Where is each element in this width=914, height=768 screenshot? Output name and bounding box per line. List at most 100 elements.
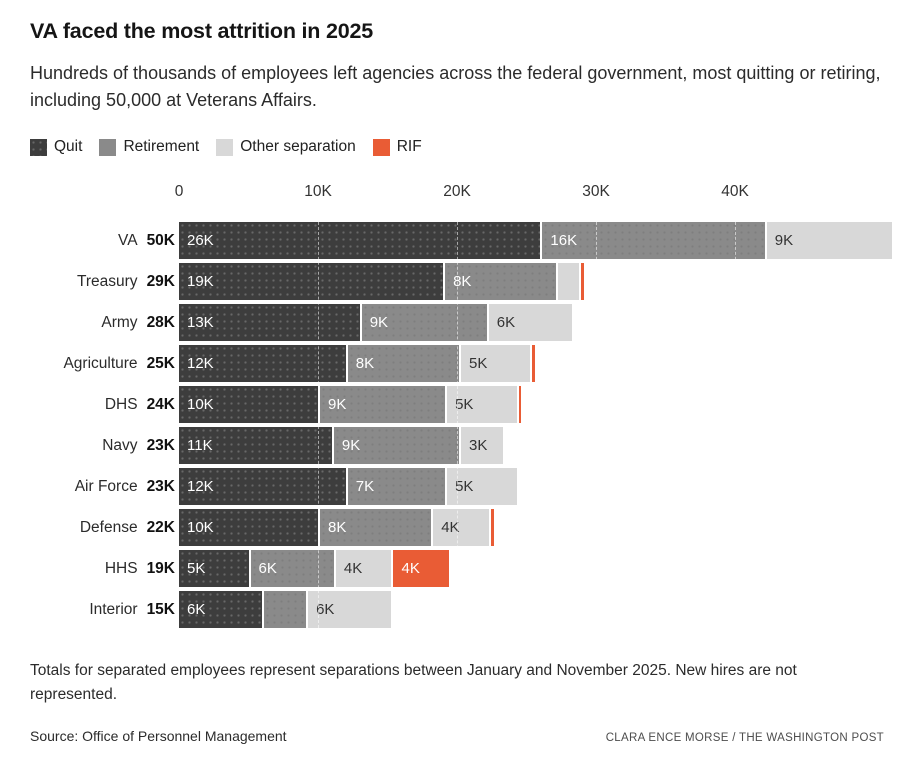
segment-value-label: 5K xyxy=(187,560,206,577)
bar-segment-quit: 12K xyxy=(179,468,346,505)
bar-row-interior: Interior 15K 6K 6K xyxy=(30,591,884,628)
segment-value-label: 4K xyxy=(441,519,460,536)
agency-name: Treasury xyxy=(76,272,138,290)
segment-value-label: 7K xyxy=(355,478,375,495)
bar-row-air-force: Air Force 23K 12K 7K 5K xyxy=(30,468,884,505)
bar-segment-retirement: 9K xyxy=(361,304,487,341)
agency-total: 15K xyxy=(146,600,175,618)
bar-segment-quit: 6K xyxy=(179,591,263,628)
agency-name: Navy xyxy=(102,436,138,454)
bar-segment-other-separation: 5K xyxy=(447,468,517,505)
bar-segment-other-separation xyxy=(558,263,580,300)
bar-segment-retirement: 9K xyxy=(333,427,459,464)
row-label: Treasury 29K xyxy=(30,263,179,300)
bar-segment-retirement: 9K xyxy=(320,386,446,423)
segment-value-label: 10K xyxy=(187,519,214,536)
bar-segment-retirement: 8K xyxy=(347,345,459,382)
agency-name: Interior xyxy=(89,600,138,618)
segment-value-label: 4K xyxy=(343,560,363,577)
footer-row: Source: Office of Personnel Management C… xyxy=(30,728,884,744)
stacked-bar: 10K 9K 5K xyxy=(179,386,884,423)
bar-row-navy: Navy 23K 11K 9K 3K xyxy=(30,427,884,464)
stacked-bar: 12K 8K 5K xyxy=(179,345,884,382)
bar-row-dhs: DHS 24K 10K 9K 5K xyxy=(30,386,884,423)
agency-total: 29K xyxy=(146,272,175,290)
bar-segment-rif xyxy=(490,509,494,546)
stacked-bar: 19K 8K xyxy=(179,263,884,300)
segment-value-label: 5K xyxy=(455,396,474,413)
stacked-bar: 11K 9K 3K xyxy=(179,427,884,464)
segment-value-label: 6K xyxy=(258,560,277,577)
stacked-bar: 12K 7K 5K xyxy=(179,468,884,505)
segment-value-label: 16K xyxy=(550,232,578,249)
segment-value-label: 13K xyxy=(187,314,214,331)
agency-total: 19K xyxy=(146,559,175,577)
legend-label: RIF xyxy=(396,138,422,155)
agency-total: 50K xyxy=(146,231,175,249)
bar-segment-retirement: 8K xyxy=(320,509,432,546)
bar-segment-other-separation: 4K xyxy=(335,550,392,587)
bar-segment-other-separation: 6K xyxy=(308,591,392,628)
row-label: VA 50K xyxy=(30,222,179,259)
segment-value-label: 9K xyxy=(341,437,361,454)
agency-name: Agriculture xyxy=(63,354,138,372)
segment-value-label: 10K xyxy=(187,396,214,413)
byline-credit: CLARA ENCE MORSE / THE WASHINGTON POST xyxy=(605,732,884,744)
axis-tick-label: 40K xyxy=(721,183,749,200)
row-label: Army 28K xyxy=(30,304,179,341)
agency-total: 24K xyxy=(146,395,175,413)
bar-segment-quit: 26K xyxy=(179,222,541,259)
bar-segment-retirement: 6K xyxy=(250,550,334,587)
segment-value-label: 19K xyxy=(187,273,214,290)
agency-total: 28K xyxy=(146,313,175,331)
bar-segment-quit: 13K xyxy=(179,304,360,341)
bar-row-agriculture: Agriculture 25K 12K 8K 5K xyxy=(30,345,884,382)
legend-swatch-retirement xyxy=(99,138,117,156)
bar-segment-other-separation: 6K xyxy=(488,304,573,341)
segment-value-label: 6K xyxy=(187,601,206,618)
segment-value-label: 8K xyxy=(355,355,375,372)
segment-value-label: 11K xyxy=(187,437,213,454)
bar-segment-other-separation: 9K xyxy=(766,222,892,259)
bar-segment-quit: 12K xyxy=(179,345,346,382)
row-label: Defense 22K xyxy=(30,509,179,546)
bar-segment-other-separation: 5K xyxy=(447,386,517,423)
bar-row-defense: Defense 22K 10K 8K 4K xyxy=(30,509,884,546)
legend-item-rif: RIF xyxy=(372,138,422,156)
bar-segment-quit: 19K xyxy=(179,263,444,300)
agency-name: DHS xyxy=(104,395,138,413)
segment-value-label: 5K xyxy=(468,355,488,372)
legend-item-quit: Quit xyxy=(30,138,82,156)
stacked-bar: 5K 6K 4K 4K xyxy=(179,550,884,587)
legend-swatch-other-separation xyxy=(216,138,234,156)
agency-total: 22K xyxy=(146,518,175,536)
x-axis: 0 10K 20K 30K 40K xyxy=(30,183,884,201)
bar-segment-rif: 4K xyxy=(393,550,450,587)
segment-value-label: 26K xyxy=(187,232,214,249)
agency-name: HHS xyxy=(104,559,138,577)
stacked-bar: 13K 9K 6K xyxy=(179,304,884,341)
stacked-bar: 26K 16K 9K xyxy=(179,222,892,259)
bar-segment-retirement: 16K xyxy=(542,222,765,259)
segment-value-label: 9K xyxy=(328,396,347,413)
agency-total: 23K xyxy=(146,477,175,495)
stacked-bar: 10K 8K 4K xyxy=(179,509,884,546)
row-label: Air Force 23K xyxy=(30,468,179,505)
axis-tick-label: 0 xyxy=(174,183,184,200)
bar-segment-quit: 10K xyxy=(179,386,318,423)
bar-row-hhs: HHS 19K 5K 6K 4K 4K xyxy=(30,550,884,587)
segment-value-label: 4K xyxy=(401,560,420,577)
row-label: DHS 24K xyxy=(30,386,179,423)
row-label: Interior 15K xyxy=(30,591,179,628)
axis-tick-label: 10K xyxy=(304,183,332,200)
segment-value-label: 5K xyxy=(455,478,474,495)
legend-label: Other separation xyxy=(240,138,356,155)
bar-segment-rif xyxy=(581,263,584,300)
segment-value-label: 12K xyxy=(187,478,214,495)
bar-segment-other-separation: 3K xyxy=(460,427,503,464)
bar-row-va: VA 50K 26K 16K 9K xyxy=(30,222,892,259)
legend: Quit Retirement Other separation RIF xyxy=(30,138,884,156)
axis-tick-label: 20K xyxy=(443,183,471,200)
legend-item-other-separation: Other separation xyxy=(216,138,356,156)
bar-segment-rif xyxy=(518,386,522,423)
